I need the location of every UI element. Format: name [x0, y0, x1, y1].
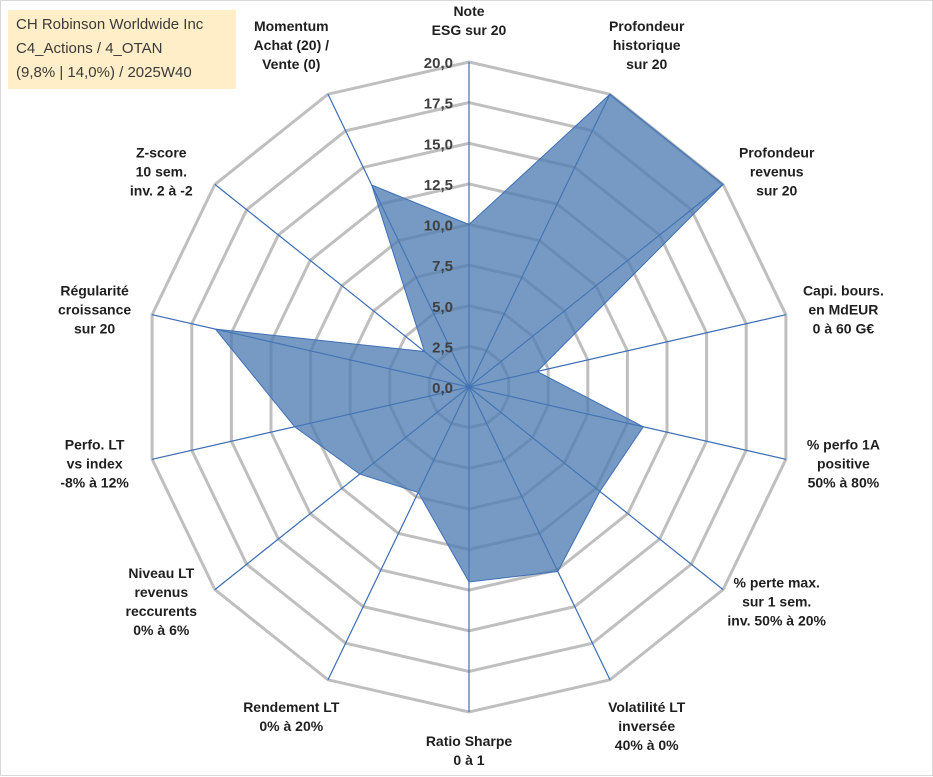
category-label-line: Régularité	[60, 283, 129, 299]
category-label-line: 0% à 20%	[259, 718, 323, 734]
tick-label: 0,0	[432, 380, 453, 397]
category-label-line: Momentum	[254, 18, 329, 34]
title-line-2: C4_Actions / 4_OTAN	[16, 40, 163, 57]
category-label-line: 10 sem.	[136, 163, 187, 179]
tick-label: 7,5	[432, 258, 453, 275]
category-label: Capi. bours. en MdEUR 0 à 60 G€	[803, 283, 884, 337]
category-label-line: ESG sur 20	[432, 22, 507, 38]
tick-label: 5,0	[432, 299, 453, 316]
category-label-line: revenus	[750, 163, 804, 179]
series	[152, 62, 786, 712]
category-label-line: inv. 2 à -2	[130, 182, 193, 198]
category-label-line: 0% à 6%	[133, 622, 190, 638]
axis-spoke-overlay	[327, 94, 470, 388]
category-label-line: 40% à 0%	[615, 737, 679, 753]
category-label-line: % perfo 1A	[807, 436, 880, 452]
category-label: Ratio Sharpe 0 à 1	[426, 733, 513, 768]
category-label-line: Vente (0)	[262, 56, 320, 72]
category-label-line: Niveau LT	[128, 565, 194, 581]
category-label-line: sur 20	[756, 182, 797, 198]
category-label-line: vs index	[67, 455, 123, 471]
axis-spoke-overlay	[468, 184, 724, 388]
category-label: Momentum Achat (20) / Vente (0)	[254, 18, 330, 72]
category-label: % perfo 1A positive 50% à 80%	[807, 436, 880, 490]
category-label-line: Rendement LT	[243, 699, 340, 715]
category-label-line: croissance	[58, 302, 131, 318]
tick-label: 12,5	[424, 177, 453, 194]
category-label: % perte max. sur 1 sem. inv. 50% à 20%	[727, 575, 826, 629]
category-label-line: reccurents	[126, 603, 198, 619]
category-label: Volatilité LT inversée 40% à 0%	[608, 699, 686, 753]
category-label-line: inv. 50% à 20%	[727, 613, 826, 629]
tick-label: 20,0	[424, 55, 453, 72]
category-label-line: Volatilité LT	[608, 699, 686, 715]
category-label-line: Z-score	[136, 144, 187, 160]
axis-spoke-overlay	[468, 386, 611, 680]
tick-label: 15,0	[424, 136, 453, 153]
category-labels: Note ESG sur 20 Profondeur historique sur 20…	[58, 3, 884, 768]
title-line-3: (9,8% | 14,0%) / 2025W40	[16, 64, 192, 81]
category-label-line: Capi. bours.	[803, 283, 884, 299]
axis-spoke-overlay	[468, 94, 611, 388]
category-label-line: Profondeur	[609, 18, 685, 34]
category-label-line: Note	[453, 3, 484, 19]
tick-labels: 0,0 2,5 5,0 7,5 10,0 12,5 15,0 17,5 20,0	[424, 55, 453, 397]
category-label-line: Perfo. LT	[65, 436, 125, 452]
category-label-line: 50% à 80%	[808, 474, 880, 490]
category-label: Régularité croissance sur 20	[58, 283, 131, 337]
axis-spoke-overlay	[468, 314, 786, 388]
category-label: Perfo. LT vs index -8% à 12%	[60, 436, 129, 490]
tick-label: 2,5	[432, 339, 453, 356]
axis-spoke-overlay	[327, 386, 470, 680]
tick-label: 10,0	[424, 218, 453, 235]
axis-spoke-overlay	[152, 314, 470, 388]
category-label-line: revenus	[134, 584, 188, 600]
title-box: CH Robinson Worldwide Inc C4_Actions / 4…	[8, 10, 236, 89]
category-label: Rendement LT 0% à 20%	[243, 699, 340, 734]
category-label-line: -8% à 12%	[60, 474, 129, 490]
category-label: Note ESG sur 20	[432, 3, 507, 38]
category-label-line: positive	[817, 455, 870, 471]
category-label-line: inversée	[618, 718, 675, 734]
axis-spoke-overlay	[152, 386, 470, 460]
tick-label: 17,5	[424, 96, 453, 113]
category-label: Profondeur revenus sur 20	[739, 144, 815, 198]
category-label: Z-score 10 sem. inv. 2 à -2	[130, 144, 193, 198]
category-label: Profondeur historique sur 20	[609, 18, 685, 72]
category-label-line: 0 à 60 G€	[813, 321, 875, 337]
axis-spoke-overlay	[214, 184, 470, 388]
axis-spoke-overlay	[468, 386, 786, 460]
category-label-line: Achat (20) /	[254, 37, 330, 53]
axis-spoke-overlay	[214, 386, 470, 590]
category-label-line: 0 à 1	[453, 752, 484, 768]
category-label-line: % perte max.	[734, 575, 820, 591]
category-label-line: historique	[613, 37, 681, 53]
title-line-1: CH Robinson Worldwide Inc	[16, 16, 204, 33]
category-label-line: en MdEUR	[808, 302, 878, 318]
category-label: Niveau LT revenus reccurents 0% à 6%	[126, 565, 198, 638]
category-label-line: Ratio Sharpe	[426, 733, 513, 749]
category-label-line: sur 20	[74, 321, 115, 337]
category-label-line: Profondeur	[739, 144, 815, 160]
category-label-line: sur 20	[626, 56, 667, 72]
category-label-line: sur 1 sem.	[742, 594, 811, 610]
axis-spoke-overlay	[468, 386, 724, 590]
